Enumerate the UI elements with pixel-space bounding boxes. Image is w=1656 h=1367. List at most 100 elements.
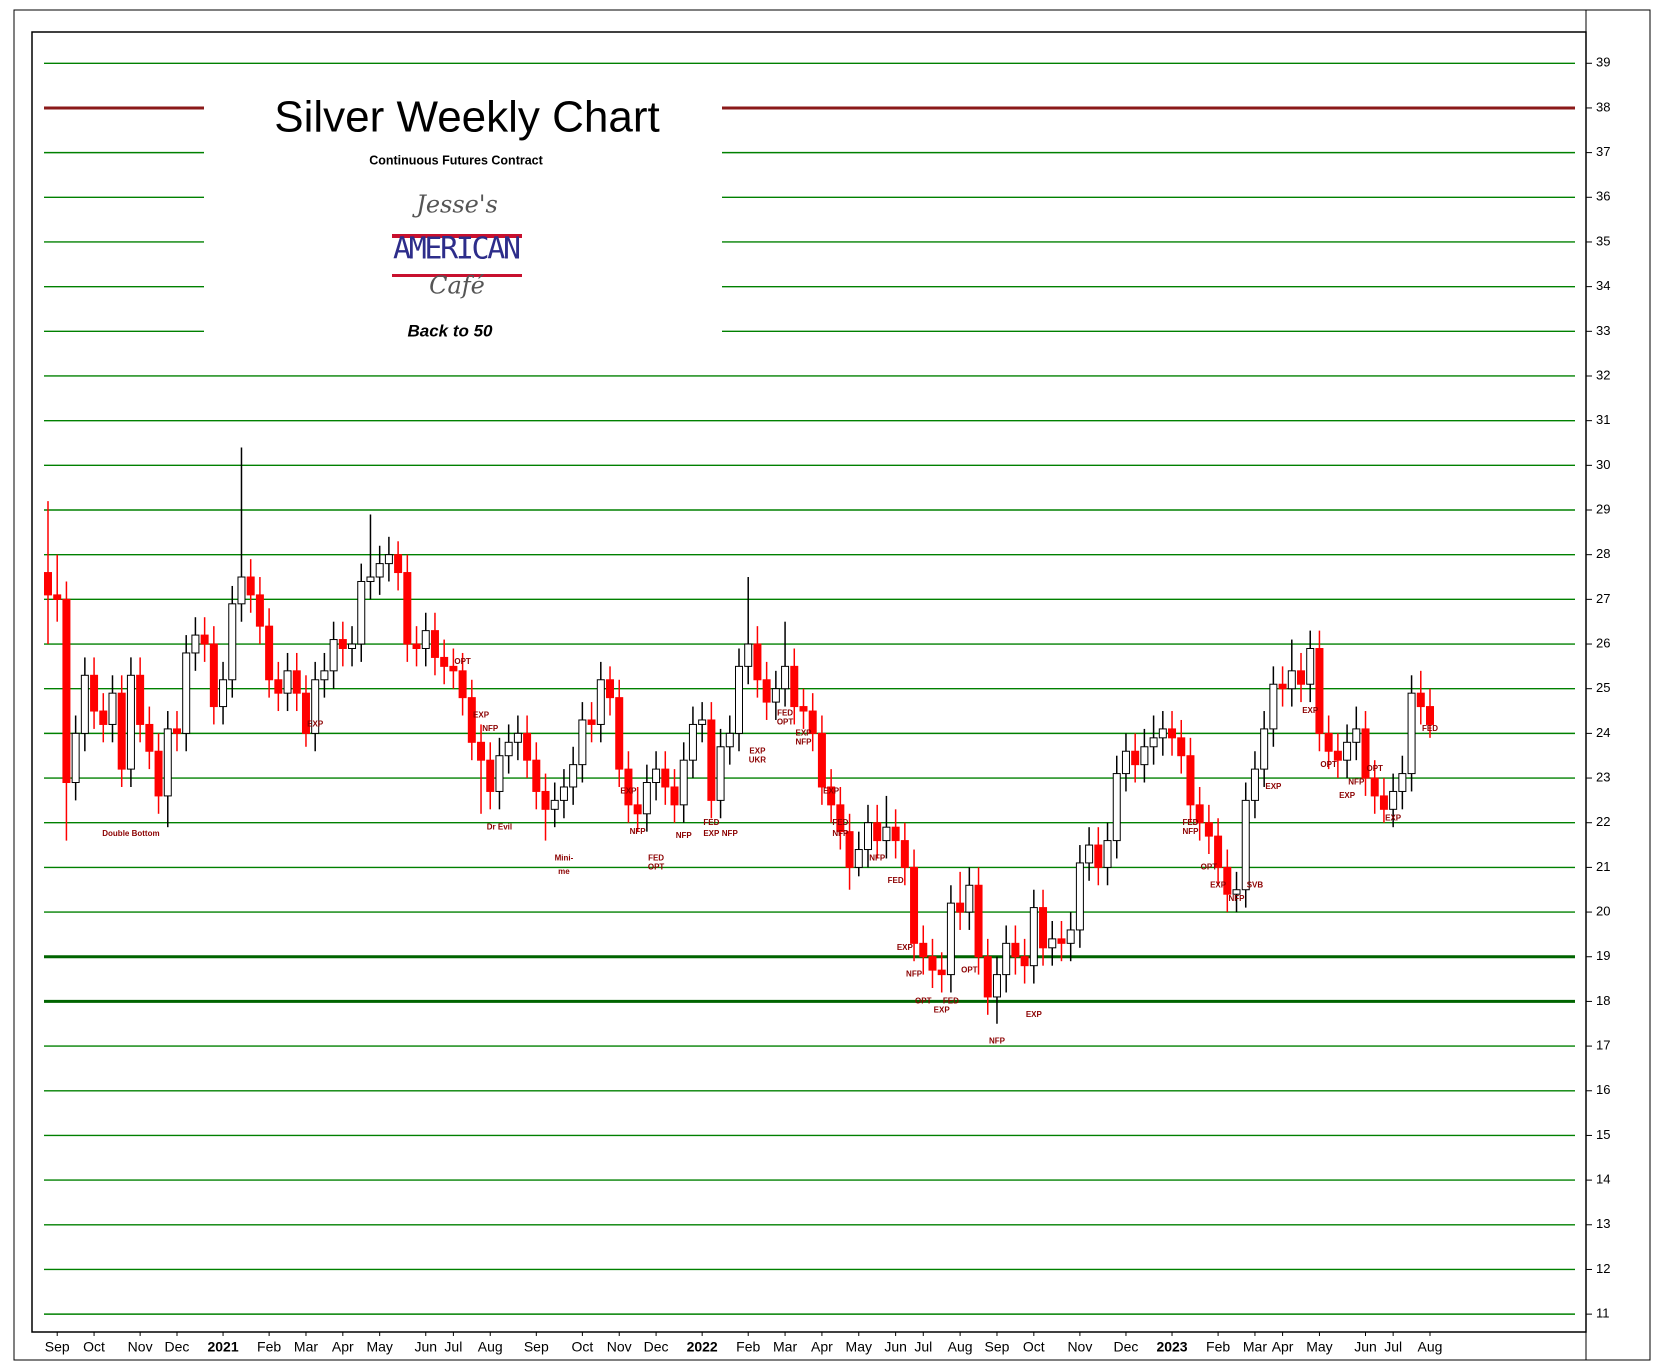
candle-body xyxy=(495,755,504,792)
y-tick-label: 20 xyxy=(1596,904,1610,919)
candle-body xyxy=(1103,840,1112,868)
candle-body xyxy=(375,563,384,578)
y-tick-label: 38 xyxy=(1596,99,1610,114)
candle-body xyxy=(421,630,430,649)
candle-body xyxy=(1361,728,1370,779)
y-tick-label: 11 xyxy=(1596,1306,1610,1321)
candle-body xyxy=(550,799,559,810)
candle-body xyxy=(1121,750,1130,775)
annotation: NFP xyxy=(1229,894,1246,903)
candle-body xyxy=(53,594,62,600)
candle-body xyxy=(1214,835,1223,868)
x-tick-label: Aug xyxy=(478,1339,503,1355)
candle-body xyxy=(679,759,688,806)
candle-body xyxy=(246,576,255,596)
annotation: Double Bottom xyxy=(102,829,159,838)
candle-body xyxy=(578,719,587,766)
annotation: OPT xyxy=(648,863,665,872)
y-tick-label: 28 xyxy=(1596,546,1610,561)
annotation: NFP xyxy=(482,724,499,733)
candle-body xyxy=(182,652,191,734)
candle-body xyxy=(477,741,486,761)
candle-body xyxy=(882,826,891,842)
x-tick-label: Jun xyxy=(1354,1339,1377,1355)
candle-body xyxy=(523,732,532,761)
candle-body xyxy=(90,674,99,712)
annotation: FED xyxy=(943,997,959,1006)
y-tick-label: 21 xyxy=(1596,859,1610,874)
candle-body xyxy=(1389,790,1398,810)
y-tick-label: 12 xyxy=(1596,1261,1610,1276)
x-tick-label: Nov xyxy=(607,1339,632,1355)
logo-text: Café xyxy=(429,272,485,300)
candle-body xyxy=(1260,728,1269,770)
candle-body xyxy=(136,674,145,725)
x-tick-label: Aug xyxy=(948,1339,973,1355)
candle-body xyxy=(624,768,633,806)
logo: Jesse's AMERICAN Café xyxy=(392,191,522,300)
annotation: EXP xyxy=(307,720,324,729)
candle-body xyxy=(827,786,836,806)
candle-body xyxy=(467,697,476,743)
x-tick-label: 2023 xyxy=(1156,1339,1187,1355)
y-tick-label: 35 xyxy=(1596,233,1610,248)
candle-body xyxy=(698,719,707,725)
annotation: EXP xyxy=(1339,791,1356,800)
x-tick-label: Jun xyxy=(414,1339,437,1355)
candle-body xyxy=(412,643,421,649)
candle-body xyxy=(541,790,550,810)
y-tick-label: 34 xyxy=(1596,278,1610,293)
candle-body xyxy=(1297,670,1306,685)
x-tick-label: Nov xyxy=(1067,1339,1092,1355)
candle-body xyxy=(1029,907,1038,967)
tagline: Back to 50 xyxy=(407,321,493,340)
annotation: EXP xyxy=(1385,813,1402,822)
annotation: NFP xyxy=(630,827,647,836)
candle-body xyxy=(44,572,52,596)
labels: 1112131415161718192021222324252627282930… xyxy=(45,55,1611,1355)
x-tick-label: Dec xyxy=(1114,1339,1139,1355)
x-tick-label: 2021 xyxy=(207,1339,238,1355)
candle-body xyxy=(863,822,872,851)
candle-body xyxy=(366,576,375,582)
candle-body xyxy=(237,576,246,605)
x-tick-label: Oct xyxy=(83,1339,105,1355)
candle-body xyxy=(965,884,974,913)
candle-body xyxy=(1002,942,1011,976)
annotation: EXP xyxy=(703,829,720,838)
candle-body xyxy=(108,692,117,725)
candle-body xyxy=(145,723,154,752)
candle-body xyxy=(891,826,900,842)
candle-body xyxy=(642,782,651,815)
x-tick-label: Oct xyxy=(1023,1339,1045,1355)
y-tick-label: 22 xyxy=(1596,814,1610,829)
candle-body xyxy=(1398,773,1407,792)
y-tick-label: 36 xyxy=(1596,189,1610,204)
annotation: NFP xyxy=(989,1037,1006,1046)
candle-body xyxy=(707,719,716,801)
candle-body xyxy=(1149,737,1158,748)
candle-body xyxy=(587,719,596,725)
x-tick-label: Apr xyxy=(332,1339,354,1355)
annotation: EXP xyxy=(795,728,812,737)
annotation: EXP xyxy=(934,1005,951,1014)
candle-body xyxy=(191,634,200,654)
candle-body xyxy=(1204,822,1213,837)
x-tick-label: Feb xyxy=(736,1339,760,1355)
x-tick-label: Sep xyxy=(45,1339,70,1355)
candle-body xyxy=(937,969,946,976)
annotation: OPT xyxy=(1320,760,1337,769)
candle-body xyxy=(80,674,89,734)
logo-stripe xyxy=(392,274,522,277)
y-tick-label: 33 xyxy=(1596,323,1610,338)
candle-body xyxy=(716,746,725,801)
candle-body xyxy=(1075,862,1084,931)
logo-text: Jesse's xyxy=(411,191,498,219)
candle-body xyxy=(817,732,826,788)
y-tick-label: 23 xyxy=(1596,769,1610,784)
y-tick-label: 32 xyxy=(1596,367,1610,382)
candle-body xyxy=(854,849,863,868)
y-tick-label: 15 xyxy=(1596,1127,1610,1142)
candle-body xyxy=(1158,728,1167,739)
